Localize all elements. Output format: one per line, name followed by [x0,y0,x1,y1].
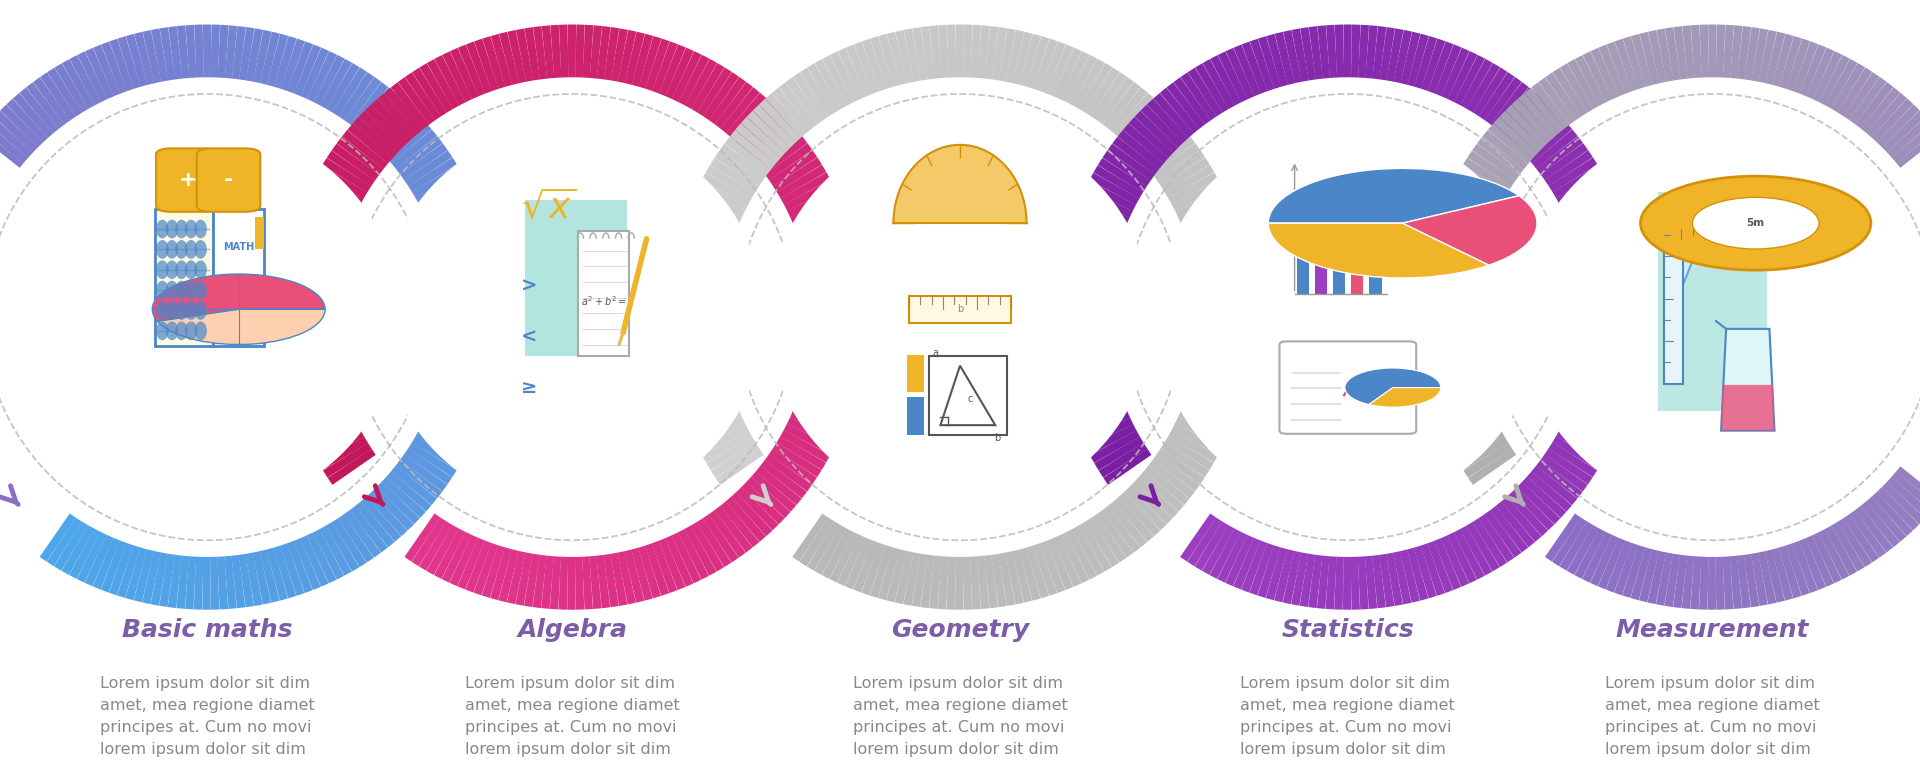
Ellipse shape [156,240,169,258]
Text: Lorem ipsum dolor sit dim
amet, mea regione diamet
principes at. Cum no movi
lor: Lorem ipsum dolor sit dim amet, mea regi… [465,676,680,757]
Ellipse shape [165,301,179,319]
Ellipse shape [184,321,198,340]
Bar [1332,223,1346,294]
Text: Measurement: Measurement [1617,619,1809,642]
Text: ≥: ≥ [520,378,538,397]
Text: $\sqrt{x}$: $\sqrt{x}$ [520,189,576,226]
Ellipse shape [165,280,179,299]
Ellipse shape [184,301,198,319]
Text: Basic maths: Basic maths [123,619,292,642]
Ellipse shape [184,240,198,258]
Ellipse shape [175,219,188,238]
Text: >: > [520,276,538,295]
Circle shape [1640,176,1870,270]
Ellipse shape [175,240,188,258]
Ellipse shape [156,301,169,319]
Wedge shape [1369,388,1440,407]
Polygon shape [1665,200,1716,333]
FancyBboxPatch shape [165,176,250,333]
Ellipse shape [165,260,179,280]
FancyBboxPatch shape [526,200,628,356]
FancyBboxPatch shape [1665,235,1684,384]
FancyBboxPatch shape [156,149,219,211]
Text: 5m: 5m [1747,218,1764,228]
Polygon shape [1720,329,1774,431]
Circle shape [1692,197,1818,249]
FancyBboxPatch shape [929,356,1006,435]
Ellipse shape [175,260,188,280]
Ellipse shape [184,219,198,238]
FancyBboxPatch shape [196,149,261,211]
Wedge shape [1269,168,1519,223]
FancyBboxPatch shape [154,210,213,346]
Ellipse shape [156,219,169,238]
Ellipse shape [165,219,179,238]
Bar [1296,247,1309,294]
FancyBboxPatch shape [255,217,265,248]
Wedge shape [1344,368,1440,405]
Text: MATH: MATH [223,242,253,251]
Polygon shape [893,145,1027,223]
Ellipse shape [165,240,179,258]
Wedge shape [152,274,324,321]
Text: Lorem ipsum dolor sit dim
amet, mea regione diamet
principes at. Cum no movi
lor: Lorem ipsum dolor sit dim amet, mea regi… [1240,676,1455,757]
Ellipse shape [175,301,188,319]
Text: Algebra: Algebra [516,619,628,642]
Ellipse shape [156,321,169,340]
Ellipse shape [165,321,179,340]
FancyBboxPatch shape [1279,341,1417,434]
FancyBboxPatch shape [1682,229,1740,248]
FancyBboxPatch shape [906,355,924,392]
Text: -: - [225,170,232,190]
Ellipse shape [156,260,169,280]
Wedge shape [1404,196,1538,265]
Ellipse shape [380,125,764,509]
Text: Lorem ipsum dolor sit dim
amet, mea regione diamet
principes at. Cum no movi
lor: Lorem ipsum dolor sit dim amet, mea regi… [1605,676,1820,757]
Ellipse shape [1521,125,1905,509]
Bar [1352,184,1363,294]
FancyBboxPatch shape [906,397,924,435]
FancyBboxPatch shape [213,210,265,346]
Bar [1369,215,1382,294]
Ellipse shape [194,301,207,319]
Text: a: a [933,348,939,358]
Ellipse shape [194,219,207,238]
Text: Geometry: Geometry [891,619,1029,642]
Text: Statistics: Statistics [1281,619,1415,642]
Text: b: b [995,433,1000,443]
Ellipse shape [194,240,207,258]
Ellipse shape [175,321,188,340]
FancyBboxPatch shape [908,295,1012,323]
Text: +: + [179,170,198,190]
Ellipse shape [194,321,207,340]
Ellipse shape [156,280,169,299]
Ellipse shape [1156,125,1540,509]
Text: b: b [956,305,964,314]
FancyBboxPatch shape [1657,192,1768,411]
Text: $a^2+b^2=$: $a^2+b^2=$ [580,294,626,309]
Ellipse shape [194,280,207,299]
Text: <: < [520,327,538,346]
Text: Lorem ipsum dolor sit dim
amet, mea regione diamet
principes at. Cum no movi
lor: Lorem ipsum dolor sit dim amet, mea regi… [852,676,1068,757]
Text: Lorem ipsum dolor sit dim
amet, mea regione diamet
principes at. Cum no movi
lor: Lorem ipsum dolor sit dim amet, mea regi… [100,676,315,757]
Bar [1315,200,1327,294]
Ellipse shape [15,125,399,509]
Polygon shape [1720,384,1774,431]
Ellipse shape [768,125,1152,509]
Wedge shape [157,309,324,345]
Ellipse shape [184,280,198,299]
FancyBboxPatch shape [578,231,630,356]
Text: c: c [968,395,973,404]
Wedge shape [1269,223,1490,278]
Ellipse shape [175,280,188,299]
Ellipse shape [184,260,198,280]
Ellipse shape [194,260,207,280]
